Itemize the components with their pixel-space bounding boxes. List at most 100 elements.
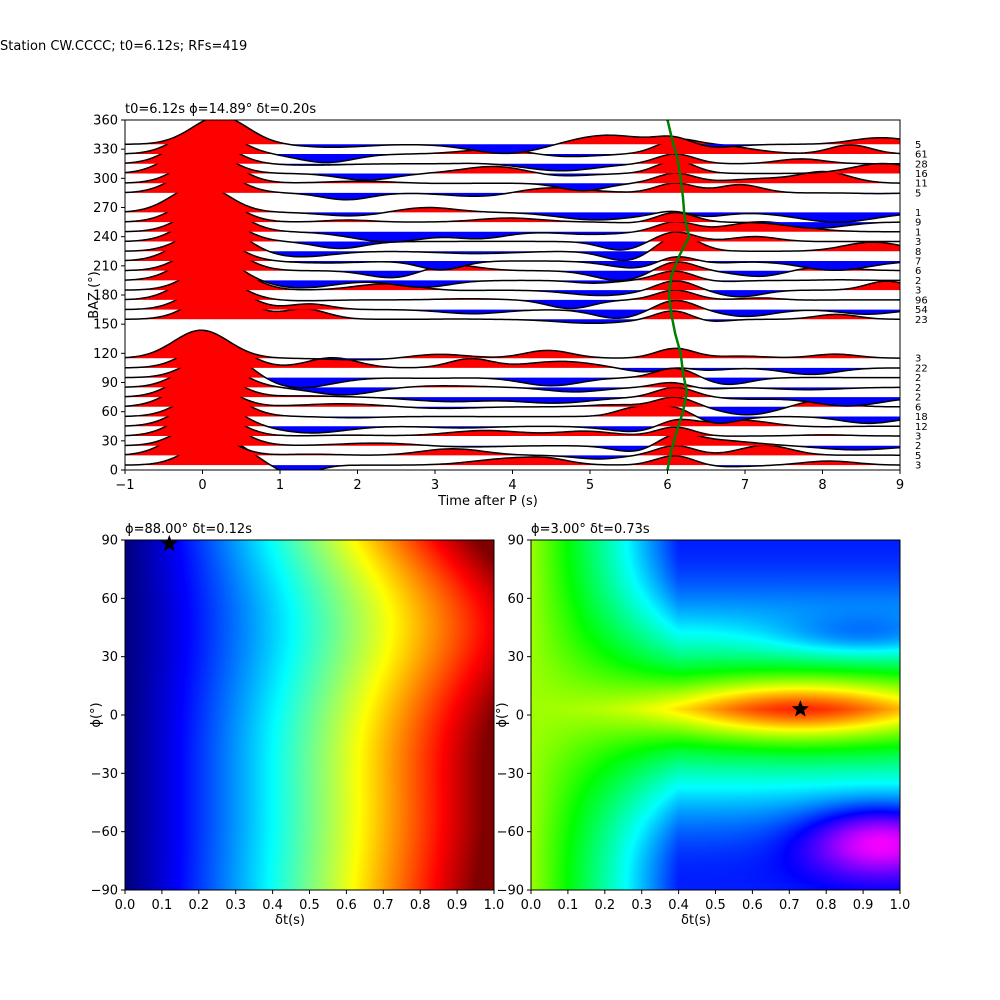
y-tick-label: −30 — [497, 767, 524, 782]
trace-line — [125, 120, 900, 155]
y-tick-label: 300 — [93, 172, 118, 187]
best-fit-star-left — [160, 534, 178, 552]
trace-positive-fill — [125, 417, 900, 446]
count-label: 5 — [915, 140, 921, 151]
count-label: 16 — [915, 169, 928, 180]
trace-line — [125, 397, 900, 434]
y-tick-label: 90 — [101, 534, 118, 549]
trace-line — [125, 349, 900, 389]
trace-negative-fill — [125, 192, 900, 200]
heatmap-right-panel: ϕ=3.00° δt=0.73s 0.0 0.1 0.2 0.3 0.4 0.5 0.6 0.… — [495, 522, 910, 928]
heatmap-left-panel: ϕ=88.00° δt=0.12s 0.0 0.1 0.2 0.3 0.4 0.5 0.6 0… — [89, 522, 504, 928]
trace-negative-fill — [125, 465, 900, 470]
trace-line — [125, 378, 900, 416]
x-tick-label: 0 — [198, 478, 206, 493]
trace-negative-fill — [125, 163, 900, 171]
y-tick-label: 240 — [93, 230, 118, 245]
trace-line — [125, 164, 900, 201]
count-label: 3 — [915, 354, 921, 365]
x-tick-label: 0.1 — [558, 898, 579, 913]
trace-line — [125, 251, 900, 289]
heatmap-left-y-ticks: −90 −60 −30 0 30 60 90 — [91, 534, 125, 899]
trace-negative-fill — [125, 290, 900, 297]
trace-line — [125, 416, 900, 453]
count-label: 2 — [915, 276, 921, 287]
y-tick-label: 0 — [110, 464, 118, 479]
trace-line — [125, 232, 900, 272]
t0-curve — [666, 120, 691, 470]
trace-positive-fill — [125, 262, 900, 291]
count-label: 9 — [915, 218, 921, 229]
best-fit-star-right — [791, 700, 809, 717]
y-tick-label: 0 — [110, 709, 118, 724]
heatmap-right-y-label: ϕ(°) — [495, 702, 510, 727]
count-label: 22 — [915, 363, 928, 374]
y-tick-label: 30 — [507, 650, 524, 665]
heatmap-right-y-ticks: −90 −60 −30 0 30 60 90 — [497, 534, 531, 899]
heatmap-left-image — [125, 540, 494, 890]
trace-negative-fill — [125, 241, 900, 250]
count-label: 96 — [915, 295, 928, 306]
y-tick-label: 60 — [101, 592, 118, 607]
x-tick-label: 0.9 — [447, 898, 468, 913]
trace-positive-fill — [125, 120, 900, 145]
y-tick-label: 150 — [93, 318, 118, 333]
rf-stack-title: t0=6.12s ϕ=14.89° δt=0.20s — [125, 102, 316, 117]
trace-positive-fill — [125, 330, 900, 359]
y-tick-label: 360 — [93, 114, 118, 129]
y-tick-label: −60 — [91, 825, 118, 840]
trace-negative-fill — [125, 251, 900, 261]
trace-line — [125, 241, 900, 282]
y-tick-label: 0 — [516, 709, 524, 724]
trace-positive-fill — [125, 126, 900, 155]
x-tick-label: 8 — [818, 478, 826, 493]
count-label: 2 — [915, 383, 921, 394]
trace-positive-fill — [125, 339, 900, 368]
trace-line — [125, 135, 900, 172]
trace-line — [125, 154, 900, 192]
count-label: 11 — [915, 179, 928, 190]
best-fit-star — [160, 534, 178, 552]
x-tick-label: 1 — [276, 478, 284, 493]
x-tick-label: 7 — [741, 478, 749, 493]
count-label: 3 — [915, 431, 921, 442]
count-label: 7 — [915, 256, 921, 267]
count-label: 61 — [915, 150, 928, 161]
y-tick-label: −90 — [497, 884, 524, 899]
trace-line — [125, 387, 900, 425]
x-tick-label: 0.1 — [152, 898, 173, 913]
count-label: 5 — [915, 451, 921, 462]
figure-suptitle: Station CW.CCCC; t0=6.12s; RFs=419 — [0, 39, 247, 54]
trace-line — [125, 271, 900, 310]
trace-positive-fill — [125, 350, 900, 378]
trace-negative-fill — [125, 416, 900, 424]
heatmap-right-x-ticks: 0.0 0.1 0.2 0.3 0.4 0.5 0.6 0.7 0.8 0.9 1.0 — [521, 890, 910, 913]
x-tick-label: 0.8 — [816, 898, 837, 913]
x-tick-label: 0.5 — [705, 898, 726, 913]
y-tick-label: 30 — [101, 434, 118, 449]
x-tick-label: 0.9 — [853, 898, 874, 913]
x-tick-label: 0.0 — [115, 898, 136, 913]
heatmap-right-title: ϕ=3.00° δt=0.73s — [531, 522, 650, 537]
x-tick-label: 1.0 — [484, 898, 505, 913]
y-tick-label: 90 — [507, 534, 524, 549]
trace-line — [125, 407, 900, 437]
heatmap-left-x-label: δt(s) — [275, 913, 305, 928]
y-tick-label: 330 — [93, 143, 118, 158]
x-tick-label: 4 — [508, 478, 516, 493]
trace-line — [125, 368, 900, 407]
trace-negative-fill — [125, 212, 900, 223]
x-tick-label: 0.3 — [225, 898, 246, 913]
y-tick-label: 120 — [93, 347, 118, 362]
count-label: 2 — [915, 393, 921, 404]
count-label: 6 — [915, 266, 921, 277]
y-tick-label: −30 — [91, 767, 118, 782]
count-label: 18 — [915, 412, 928, 423]
x-tick-label: 5 — [586, 478, 594, 493]
trace-positive-fill — [125, 281, 900, 310]
trace-negative-fill — [125, 445, 900, 452]
y-tick-label: −90 — [91, 884, 118, 899]
rf-traces — [125, 120, 900, 470]
x-tick-label: 0.8 — [410, 898, 431, 913]
